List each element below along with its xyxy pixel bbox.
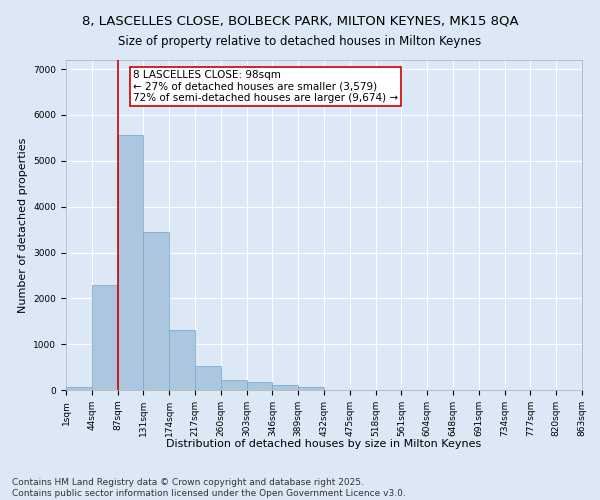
Bar <box>66 386 92 390</box>
Text: 8, LASCELLES CLOSE, BOLBECK PARK, MILTON KEYNES, MK15 8QA: 8, LASCELLES CLOSE, BOLBECK PARK, MILTON… <box>82 15 518 28</box>
Text: Size of property relative to detached houses in Milton Keynes: Size of property relative to detached ho… <box>118 35 482 48</box>
Bar <box>118 134 143 390</box>
Bar <box>272 386 298 390</box>
Bar <box>298 388 324 390</box>
Bar <box>92 284 118 390</box>
Bar <box>143 232 169 390</box>
Bar <box>195 366 221 390</box>
Text: 8 LASCELLES CLOSE: 98sqm
← 27% of detached houses are smaller (3,579)
72% of sem: 8 LASCELLES CLOSE: 98sqm ← 27% of detach… <box>133 70 398 103</box>
Y-axis label: Number of detached properties: Number of detached properties <box>18 138 28 312</box>
X-axis label: Distribution of detached houses by size in Milton Keynes: Distribution of detached houses by size … <box>166 439 482 449</box>
Text: Contains HM Land Registry data © Crown copyright and database right 2025.
Contai: Contains HM Land Registry data © Crown c… <box>12 478 406 498</box>
Bar <box>221 380 247 390</box>
Bar <box>247 382 272 390</box>
Bar <box>169 330 195 390</box>
